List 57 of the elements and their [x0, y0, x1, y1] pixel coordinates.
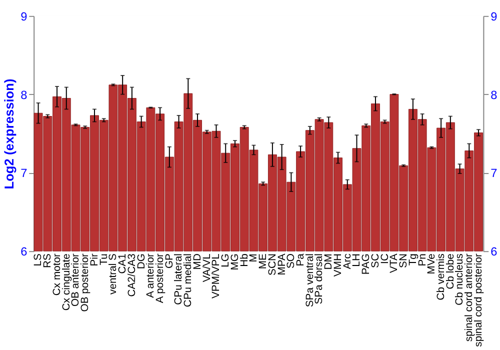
y-axis-title: Log2 (expression) [2, 78, 17, 190]
x-tick-label: spinal cord anterior [464, 253, 476, 342]
x-tick-label: DM [324, 254, 335, 270]
x-tick-label: RS [42, 253, 54, 268]
y2-tick-label: 9 [490, 9, 498, 24]
x-tick-label: Cx motor [52, 253, 63, 296]
y-tick-label: 9 [20, 9, 28, 24]
x-tick-label: Pa [296, 253, 307, 266]
x-tick-label: SCN [267, 254, 278, 276]
x-tick-label: SN [398, 254, 410, 268]
x-tick-label: SPa ventral [304, 254, 316, 308]
x-tick-label: IC [380, 253, 391, 264]
x-tick-label: Arc [342, 254, 354, 270]
x-tick-label: Cb lobe [445, 253, 456, 290]
y-tick-label: 7 [20, 166, 28, 180]
x-tick-label: MPA [276, 253, 288, 276]
x-tick-label: SPa dorsal [314, 254, 326, 304]
x-tick-label: M [248, 254, 260, 262]
x-tick-label: ventral S [108, 253, 120, 294]
x-tick-label: Tu [98, 253, 110, 266]
x-tick-label: MG [230, 254, 241, 270]
y-tick-label: 8 [20, 88, 28, 102]
x-tick-label: LH [352, 254, 363, 267]
x-tick-label: MD [192, 254, 204, 270]
x-tick-label: Hb [239, 253, 250, 267]
y-tick-label: 6 [20, 244, 28, 259]
x-tick-label: Cx cingulate [61, 253, 72, 311]
y2-tick-label: 6 [490, 244, 498, 259]
x-tick-label: GP [164, 253, 176, 269]
x-tick-label: Cb vermis [436, 254, 448, 300]
x-tick-label: Pir [89, 253, 100, 266]
y2-tick-label: 8 [490, 88, 498, 102]
x-tick-label: Tg [408, 253, 419, 266]
x-tick-label: A anterior [146, 253, 157, 298]
x-tick-label: Pn [417, 253, 428, 266]
x-tick-label: MVe [426, 253, 438, 274]
x-tick-label: PAG [361, 254, 372, 275]
x-tick-label: spinal cord posterior [473, 253, 484, 347]
x-tick-label: VMH [332, 254, 344, 277]
x-tick-label: Cb nucleus [454, 254, 466, 306]
x-tick-label: SC [370, 253, 382, 268]
x-tick-label: CPu medial [183, 254, 194, 308]
x-tick-label: VTA [389, 253, 400, 273]
x-tick-label: CPu lateral [174, 254, 185, 305]
x-tick-label: A posterior [155, 253, 166, 304]
x-tick-label: VA/VL [202, 253, 213, 282]
x-tick-label: CA2/CA3 [126, 253, 138, 297]
x-tick-label: ME [258, 253, 270, 270]
x-tick-label: CA1 [118, 253, 129, 274]
x-tick-label: OB posterior [80, 253, 92, 312]
x-tick-label: SO [286, 254, 298, 269]
y2-tick-label: 7 [490, 166, 498, 180]
x-tick-label: VPM/VPL [211, 253, 222, 298]
x-tick-label: LS [33, 253, 44, 266]
x-tick-label: LG [220, 254, 232, 268]
x-tick-label: DG [136, 254, 148, 270]
x-tick-label: OB anterior [70, 253, 82, 307]
